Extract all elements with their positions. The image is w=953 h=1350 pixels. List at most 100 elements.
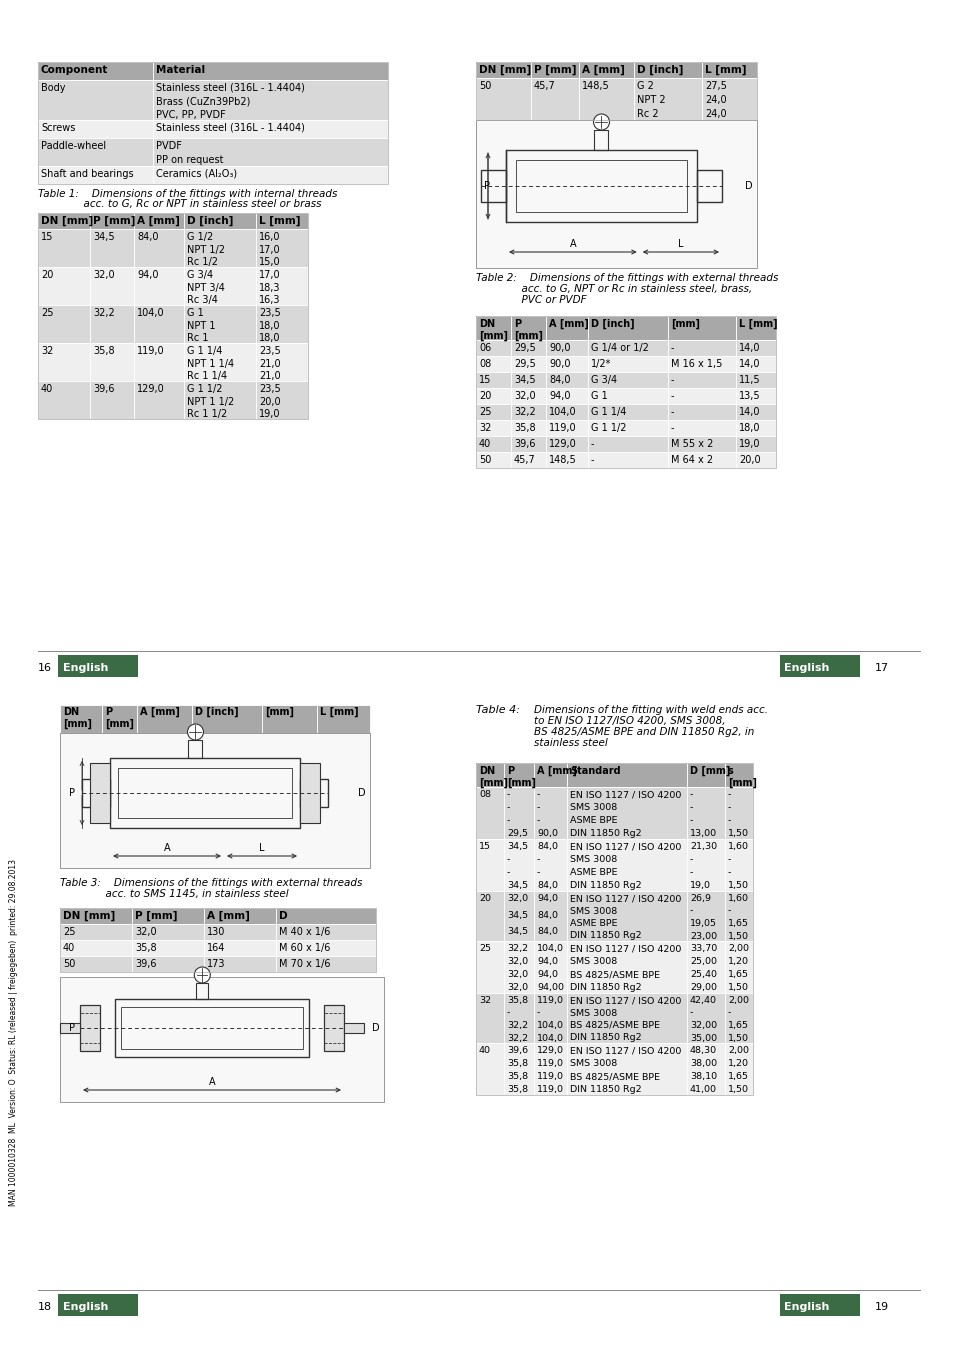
- Text: M 16 x 1,5: M 16 x 1,5: [670, 359, 721, 369]
- Text: Table 4:: Table 4:: [476, 705, 519, 716]
- Bar: [686, 891, 724, 941]
- Text: DN
[mm]: DN [mm]: [63, 707, 91, 729]
- Text: English: English: [783, 663, 828, 674]
- Text: D [inch]: D [inch]: [194, 707, 238, 717]
- Text: 32,0: 32,0: [506, 957, 528, 967]
- Text: 34,5: 34,5: [506, 842, 528, 850]
- Text: BS 4825/ASME BPE: BS 4825/ASME BPE: [569, 1072, 659, 1081]
- Bar: [102, 705, 137, 733]
- Text: EN ISO 1127 / ISO 4200: EN ISO 1127 / ISO 4200: [569, 1046, 680, 1054]
- Bar: [476, 120, 757, 269]
- Text: DIN 11850 Rg2: DIN 11850 Rg2: [569, 882, 641, 890]
- Text: 94,0: 94,0: [537, 894, 558, 903]
- Text: A [mm]: A [mm]: [537, 765, 577, 776]
- Bar: [587, 436, 667, 452]
- Text: -: -: [537, 815, 539, 825]
- Text: 104,0: 104,0: [537, 1021, 563, 1030]
- Bar: [60, 1023, 80, 1033]
- Text: 40: 40: [63, 944, 75, 953]
- Text: DN
[mm]: DN [mm]: [478, 319, 507, 340]
- Text: ASME BPE: ASME BPE: [569, 815, 617, 825]
- Text: 34,5: 34,5: [92, 232, 114, 242]
- Bar: [38, 166, 152, 184]
- Text: 25: 25: [41, 308, 53, 319]
- Bar: [476, 1044, 503, 1095]
- Text: 35,8: 35,8: [506, 1058, 528, 1068]
- Text: 35,00: 35,00: [689, 1034, 717, 1042]
- Bar: [58, 655, 138, 676]
- Text: SMS 3008: SMS 3008: [569, 1058, 617, 1068]
- Bar: [184, 305, 255, 343]
- Bar: [735, 452, 775, 468]
- Text: 34,5: 34,5: [514, 375, 535, 385]
- Text: -: -: [670, 392, 674, 401]
- Bar: [724, 763, 752, 787]
- Text: 1,50: 1,50: [727, 931, 748, 941]
- Bar: [587, 420, 667, 436]
- Bar: [476, 436, 511, 452]
- Text: 17,0: 17,0: [258, 270, 280, 279]
- Text: BS 4825/ASME BPE: BS 4825/ASME BPE: [569, 1021, 659, 1030]
- Text: -: -: [590, 439, 594, 450]
- Text: 119,0: 119,0: [537, 1085, 563, 1094]
- Text: 1,20: 1,20: [727, 957, 748, 967]
- Text: D [inch]: D [inch]: [637, 65, 682, 76]
- Bar: [38, 62, 152, 80]
- Bar: [545, 420, 587, 436]
- Text: 1/2*: 1/2*: [590, 359, 611, 369]
- Text: DN
[mm]: DN [mm]: [478, 765, 507, 788]
- Text: English: English: [783, 1301, 828, 1312]
- Text: PVDF: PVDF: [156, 140, 182, 151]
- Text: 14,0: 14,0: [739, 343, 760, 352]
- Text: 129,0: 129,0: [537, 1046, 563, 1054]
- Text: EN ISO 1127 / ISO 4200: EN ISO 1127 / ISO 4200: [569, 842, 680, 850]
- Bar: [587, 340, 667, 356]
- Text: 32,0: 32,0: [506, 971, 528, 979]
- Bar: [275, 940, 375, 956]
- Bar: [503, 994, 534, 1044]
- Text: 39,6: 39,6: [514, 439, 535, 450]
- Text: 35,8: 35,8: [135, 944, 156, 953]
- Text: M 64 x 2: M 64 x 2: [670, 455, 713, 464]
- Text: 32,2: 32,2: [514, 406, 536, 417]
- Text: 18: 18: [38, 1301, 52, 1312]
- Bar: [566, 787, 686, 838]
- Text: SMS 3008: SMS 3008: [569, 957, 617, 967]
- Text: 21,30: 21,30: [689, 842, 717, 850]
- Text: 35,8: 35,8: [506, 996, 528, 1004]
- Bar: [60, 705, 102, 733]
- Text: 42,40: 42,40: [689, 996, 717, 1004]
- Bar: [667, 420, 735, 436]
- Text: 32: 32: [41, 346, 53, 356]
- Text: D: D: [278, 911, 287, 921]
- Bar: [152, 138, 388, 166]
- Bar: [594, 130, 608, 150]
- Bar: [511, 436, 545, 452]
- Bar: [204, 923, 275, 940]
- Bar: [724, 787, 752, 838]
- Text: 35,8: 35,8: [506, 1085, 528, 1094]
- Text: 32,0: 32,0: [92, 270, 114, 279]
- Text: EN ISO 1127 / ISO 4200: EN ISO 1127 / ISO 4200: [569, 944, 680, 953]
- Bar: [697, 170, 721, 202]
- Text: Rc 1/2: Rc 1/2: [187, 258, 218, 267]
- Bar: [255, 267, 308, 305]
- Text: -: -: [689, 868, 693, 878]
- Text: Rc 1 1/2: Rc 1 1/2: [187, 409, 227, 420]
- Bar: [476, 316, 511, 340]
- Bar: [686, 941, 724, 994]
- Bar: [90, 230, 133, 267]
- Text: 48,30: 48,30: [689, 1046, 717, 1054]
- Text: 32,00: 32,00: [689, 1021, 717, 1030]
- Text: 45,7: 45,7: [514, 455, 536, 464]
- Bar: [476, 763, 503, 787]
- Bar: [735, 420, 775, 436]
- Text: EN ISO 1127 / ISO 4200: EN ISO 1127 / ISO 4200: [569, 790, 680, 799]
- Bar: [38, 80, 152, 120]
- Text: 173: 173: [207, 958, 225, 969]
- Text: -: -: [537, 790, 539, 799]
- Text: 24,0: 24,0: [704, 95, 726, 105]
- Bar: [545, 387, 587, 404]
- Bar: [38, 230, 90, 267]
- Bar: [566, 941, 686, 994]
